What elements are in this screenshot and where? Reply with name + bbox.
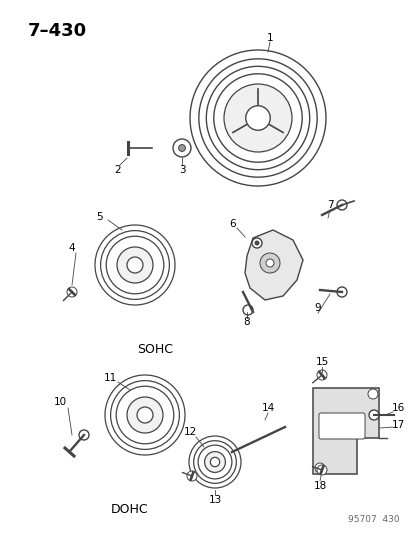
Text: 12: 12 <box>183 427 196 437</box>
Circle shape <box>117 247 153 283</box>
Circle shape <box>368 410 378 420</box>
Text: 15: 15 <box>315 357 328 367</box>
Circle shape <box>316 370 326 380</box>
Circle shape <box>127 397 163 433</box>
Circle shape <box>127 257 142 273</box>
Text: 10: 10 <box>53 397 66 407</box>
Text: 1: 1 <box>266 33 273 43</box>
Circle shape <box>137 407 153 423</box>
Text: 3: 3 <box>178 165 185 175</box>
Text: 17: 17 <box>390 420 404 430</box>
Text: 11: 11 <box>103 373 116 383</box>
Circle shape <box>336 200 346 210</box>
Polygon shape <box>244 230 302 300</box>
Circle shape <box>252 238 261 248</box>
Circle shape <box>259 253 279 273</box>
Circle shape <box>266 259 273 267</box>
Circle shape <box>178 144 185 151</box>
Text: 8: 8 <box>243 317 250 327</box>
Circle shape <box>367 389 377 399</box>
Circle shape <box>254 241 259 245</box>
FancyBboxPatch shape <box>318 413 364 439</box>
Circle shape <box>336 287 346 297</box>
Circle shape <box>242 305 252 315</box>
Circle shape <box>245 106 270 130</box>
Text: 4: 4 <box>69 243 75 253</box>
Text: 18: 18 <box>313 481 326 491</box>
Text: DOHC: DOHC <box>111 504 148 516</box>
Text: 13: 13 <box>208 495 221 505</box>
Circle shape <box>67 287 77 297</box>
Text: SOHC: SOHC <box>137 343 173 357</box>
Circle shape <box>316 465 326 475</box>
Text: 2: 2 <box>114 165 121 175</box>
Text: 14: 14 <box>261 403 274 413</box>
Circle shape <box>204 451 225 472</box>
Text: 6: 6 <box>229 219 236 229</box>
Circle shape <box>223 84 291 152</box>
Text: 5: 5 <box>97 212 103 222</box>
Text: 7: 7 <box>326 200 332 210</box>
Polygon shape <box>312 388 378 474</box>
Circle shape <box>187 471 197 481</box>
Text: 16: 16 <box>390 403 404 413</box>
Circle shape <box>173 139 190 157</box>
Circle shape <box>79 430 89 440</box>
Text: 95707  430: 95707 430 <box>347 515 399 524</box>
Text: 7–430: 7–430 <box>28 22 87 40</box>
Circle shape <box>210 457 219 467</box>
Circle shape <box>314 463 324 473</box>
Text: 9: 9 <box>314 303 320 313</box>
